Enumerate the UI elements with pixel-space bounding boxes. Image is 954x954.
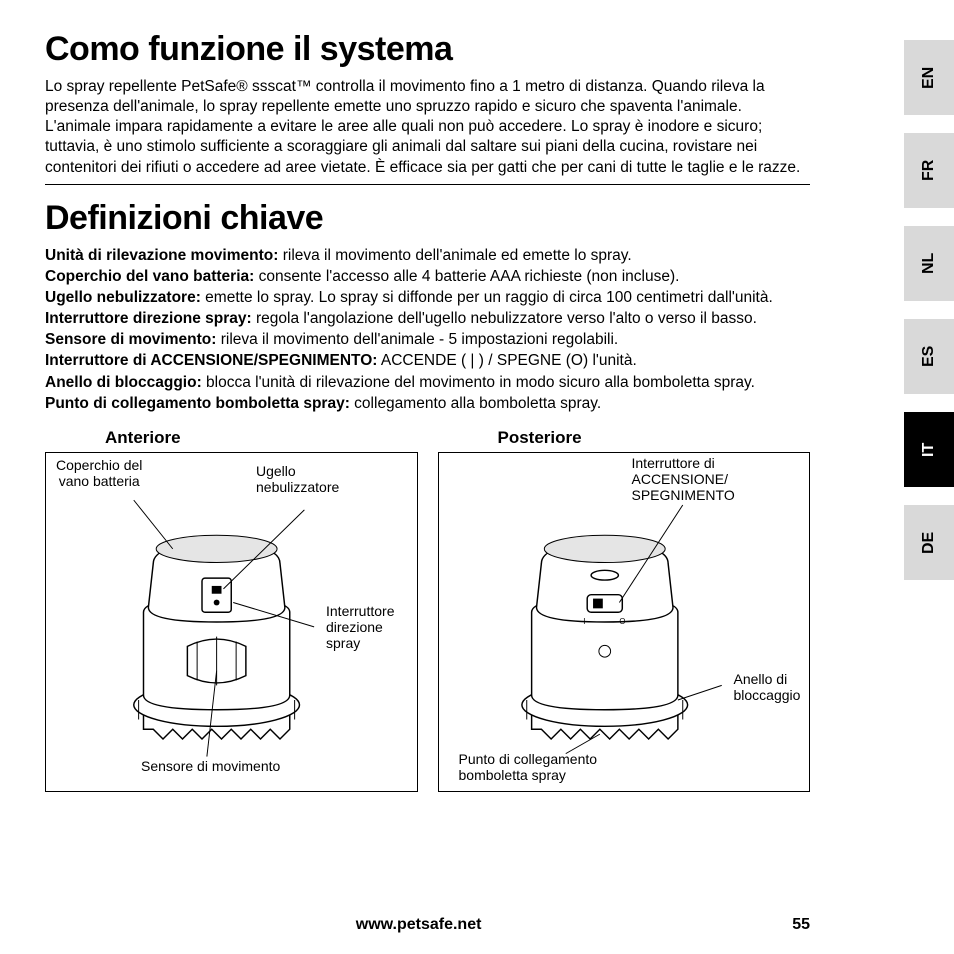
definition-term: Unità di rilevazione movimento: — [45, 247, 278, 264]
divider — [45, 184, 810, 185]
definitions-list: Unità di rilevazione movimento: rileva i… — [45, 246, 810, 414]
lang-tab-it[interactable]: IT — [904, 412, 954, 487]
definition-desc: regola l'angolazione dell'ugello nebuliz… — [252, 310, 757, 327]
definition-item: Ugello nebulizzatore: emette lo spray. L… — [45, 288, 810, 308]
definition-item: Interruttore di ACCENSIONE/SPEGNIMENTO: … — [45, 351, 810, 371]
definition-term: Punto di collegamento bomboletta spray: — [45, 395, 350, 412]
svg-text:O: O — [619, 617, 625, 626]
svg-text:I: I — [583, 617, 585, 626]
definition-term: Interruttore direzione spray: — [45, 310, 252, 327]
definition-desc: rileva il movimento dell'animale ed emet… — [278, 247, 631, 264]
intro-paragraph: Lo spray repellente PetSafe® ssscat™ con… — [45, 77, 810, 178]
label-onoff-switch: Interruttore diACCENSIONE/SPEGNIMENTO — [632, 455, 735, 503]
definition-term: Anello di bloccaggio: — [45, 374, 202, 391]
lang-tab-en[interactable]: EN — [904, 40, 954, 115]
definition-term: Interruttore di ACCENSIONE/SPEGNIMENTO: — [45, 352, 377, 369]
definition-item: Unità di rilevazione movimento: rileva i… — [45, 246, 810, 266]
definition-item: Sensore di movimento: rileva il moviment… — [45, 330, 810, 350]
label-lock-ring: Anello dibloccaggio — [734, 671, 801, 703]
language-tabs: EN FR NL ES IT DE — [904, 40, 954, 598]
definition-term: Sensore di movimento: — [45, 331, 216, 348]
device-rear-illustration: I O — [439, 453, 810, 791]
lang-tab-fr[interactable]: FR — [904, 133, 954, 208]
footer-page-number: 55 — [792, 916, 810, 934]
diagram-rear-box: I O Interruttore diACCENSIONE/SPEGNIMENT… — [438, 452, 811, 792]
label-nozzle: Ugellonebulizzatore — [256, 463, 339, 495]
label-battery-cover: Coperchio delvano batteria — [56, 457, 142, 489]
definition-item: Punto di collegamento bomboletta spray: … — [45, 394, 810, 414]
definition-desc: blocca l'unità di rilevazione del movime… — [202, 374, 755, 391]
label-motion-sensor: Sensore di movimento — [141, 758, 280, 774]
diagram-rear-title: Posteriore — [498, 428, 811, 448]
definition-term: Coperchio del vano batteria: — [45, 268, 254, 285]
diagram-front: Anteriore — [45, 428, 418, 792]
diagram-front-box: Coperchio delvano batteria Ugellonebuliz… — [45, 452, 418, 792]
label-spray-connect: Punto di collegamentobomboletta spray — [459, 751, 598, 783]
definition-item: Interruttore direzione spray: regola l'a… — [45, 309, 810, 329]
page-footer: www.petsafe.net 55 — [0, 916, 870, 934]
lang-tab-nl[interactable]: NL — [904, 226, 954, 301]
label-direction-switch: Interruttoredirezionespray — [326, 603, 394, 651]
heading-2: Definizioni chiave — [45, 199, 810, 238]
definition-term: Ugello nebulizzatore: — [45, 289, 201, 306]
definition-desc: emette lo spray. Lo spray si diffonde pe… — [201, 289, 773, 306]
definition-desc: rileva il movimento dell'animale - 5 imp… — [216, 331, 618, 348]
definition-desc: collegamento alla bomboletta spray. — [350, 395, 601, 412]
heading-1: Como funzione il systema — [45, 30, 810, 69]
definition-desc: consente l'accesso alle 4 batterie AAA r… — [254, 268, 679, 285]
lang-tab-de[interactable]: DE — [904, 505, 954, 580]
footer-url: www.petsafe.net — [356, 916, 482, 934]
definition-item: Anello di bloccaggio: blocca l'unità di … — [45, 373, 810, 393]
lang-tab-es[interactable]: ES — [904, 319, 954, 394]
definition-item: Coperchio del vano batteria: consente l'… — [45, 267, 810, 287]
diagram-rear: Posteriore — [438, 428, 811, 792]
diagram-front-title: Anteriore — [105, 428, 418, 448]
definition-desc: ACCENDE ( | ) / SPEGNE (O) l'unità. — [377, 352, 636, 369]
